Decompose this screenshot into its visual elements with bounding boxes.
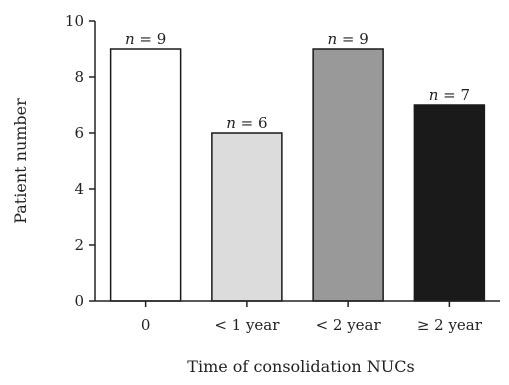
data-label: n = 7 (429, 86, 470, 104)
x-ticks-group: 0 < 1 year < 2 year ≥ 2 year (141, 301, 483, 334)
x-tick-label: 0 (141, 316, 151, 334)
x-tick-label: < 1 year (214, 316, 280, 334)
x-axis-label: Time of consolidation NUCs (187, 357, 414, 376)
y-tick-label: 8 (74, 68, 84, 86)
y-tick-label: 2 (74, 236, 84, 254)
bar-2 (312, 48, 384, 302)
y-ticks-group: 0 2 4 6 8 10 (65, 12, 95, 310)
bar-0 (109, 48, 182, 302)
data-label: n = 9 (327, 30, 368, 48)
data-label: n = 9 (125, 30, 166, 48)
data-labels-group: n = 9 n = 6 n = 9 n = 7 (125, 30, 470, 132)
bar-1 (211, 132, 283, 302)
data-label: n = 6 (226, 114, 267, 132)
y-tick-label: 0 (74, 292, 84, 310)
y-tick-label: 6 (74, 124, 84, 142)
x-tick-label: < 2 year (316, 316, 382, 334)
x-tick-label: ≥ 2 year (417, 316, 483, 334)
y-axis: 0 2 4 6 8 10 (65, 12, 96, 310)
y-axis-label: Patient number (11, 98, 30, 224)
x-axis: 0 < 1 year < 2 year ≥ 2 year (95, 300, 500, 334)
y-tick-label: 10 (65, 12, 84, 30)
bars-group (109, 48, 486, 302)
bar-3 (413, 104, 486, 302)
y-tick-label: 4 (74, 180, 84, 198)
